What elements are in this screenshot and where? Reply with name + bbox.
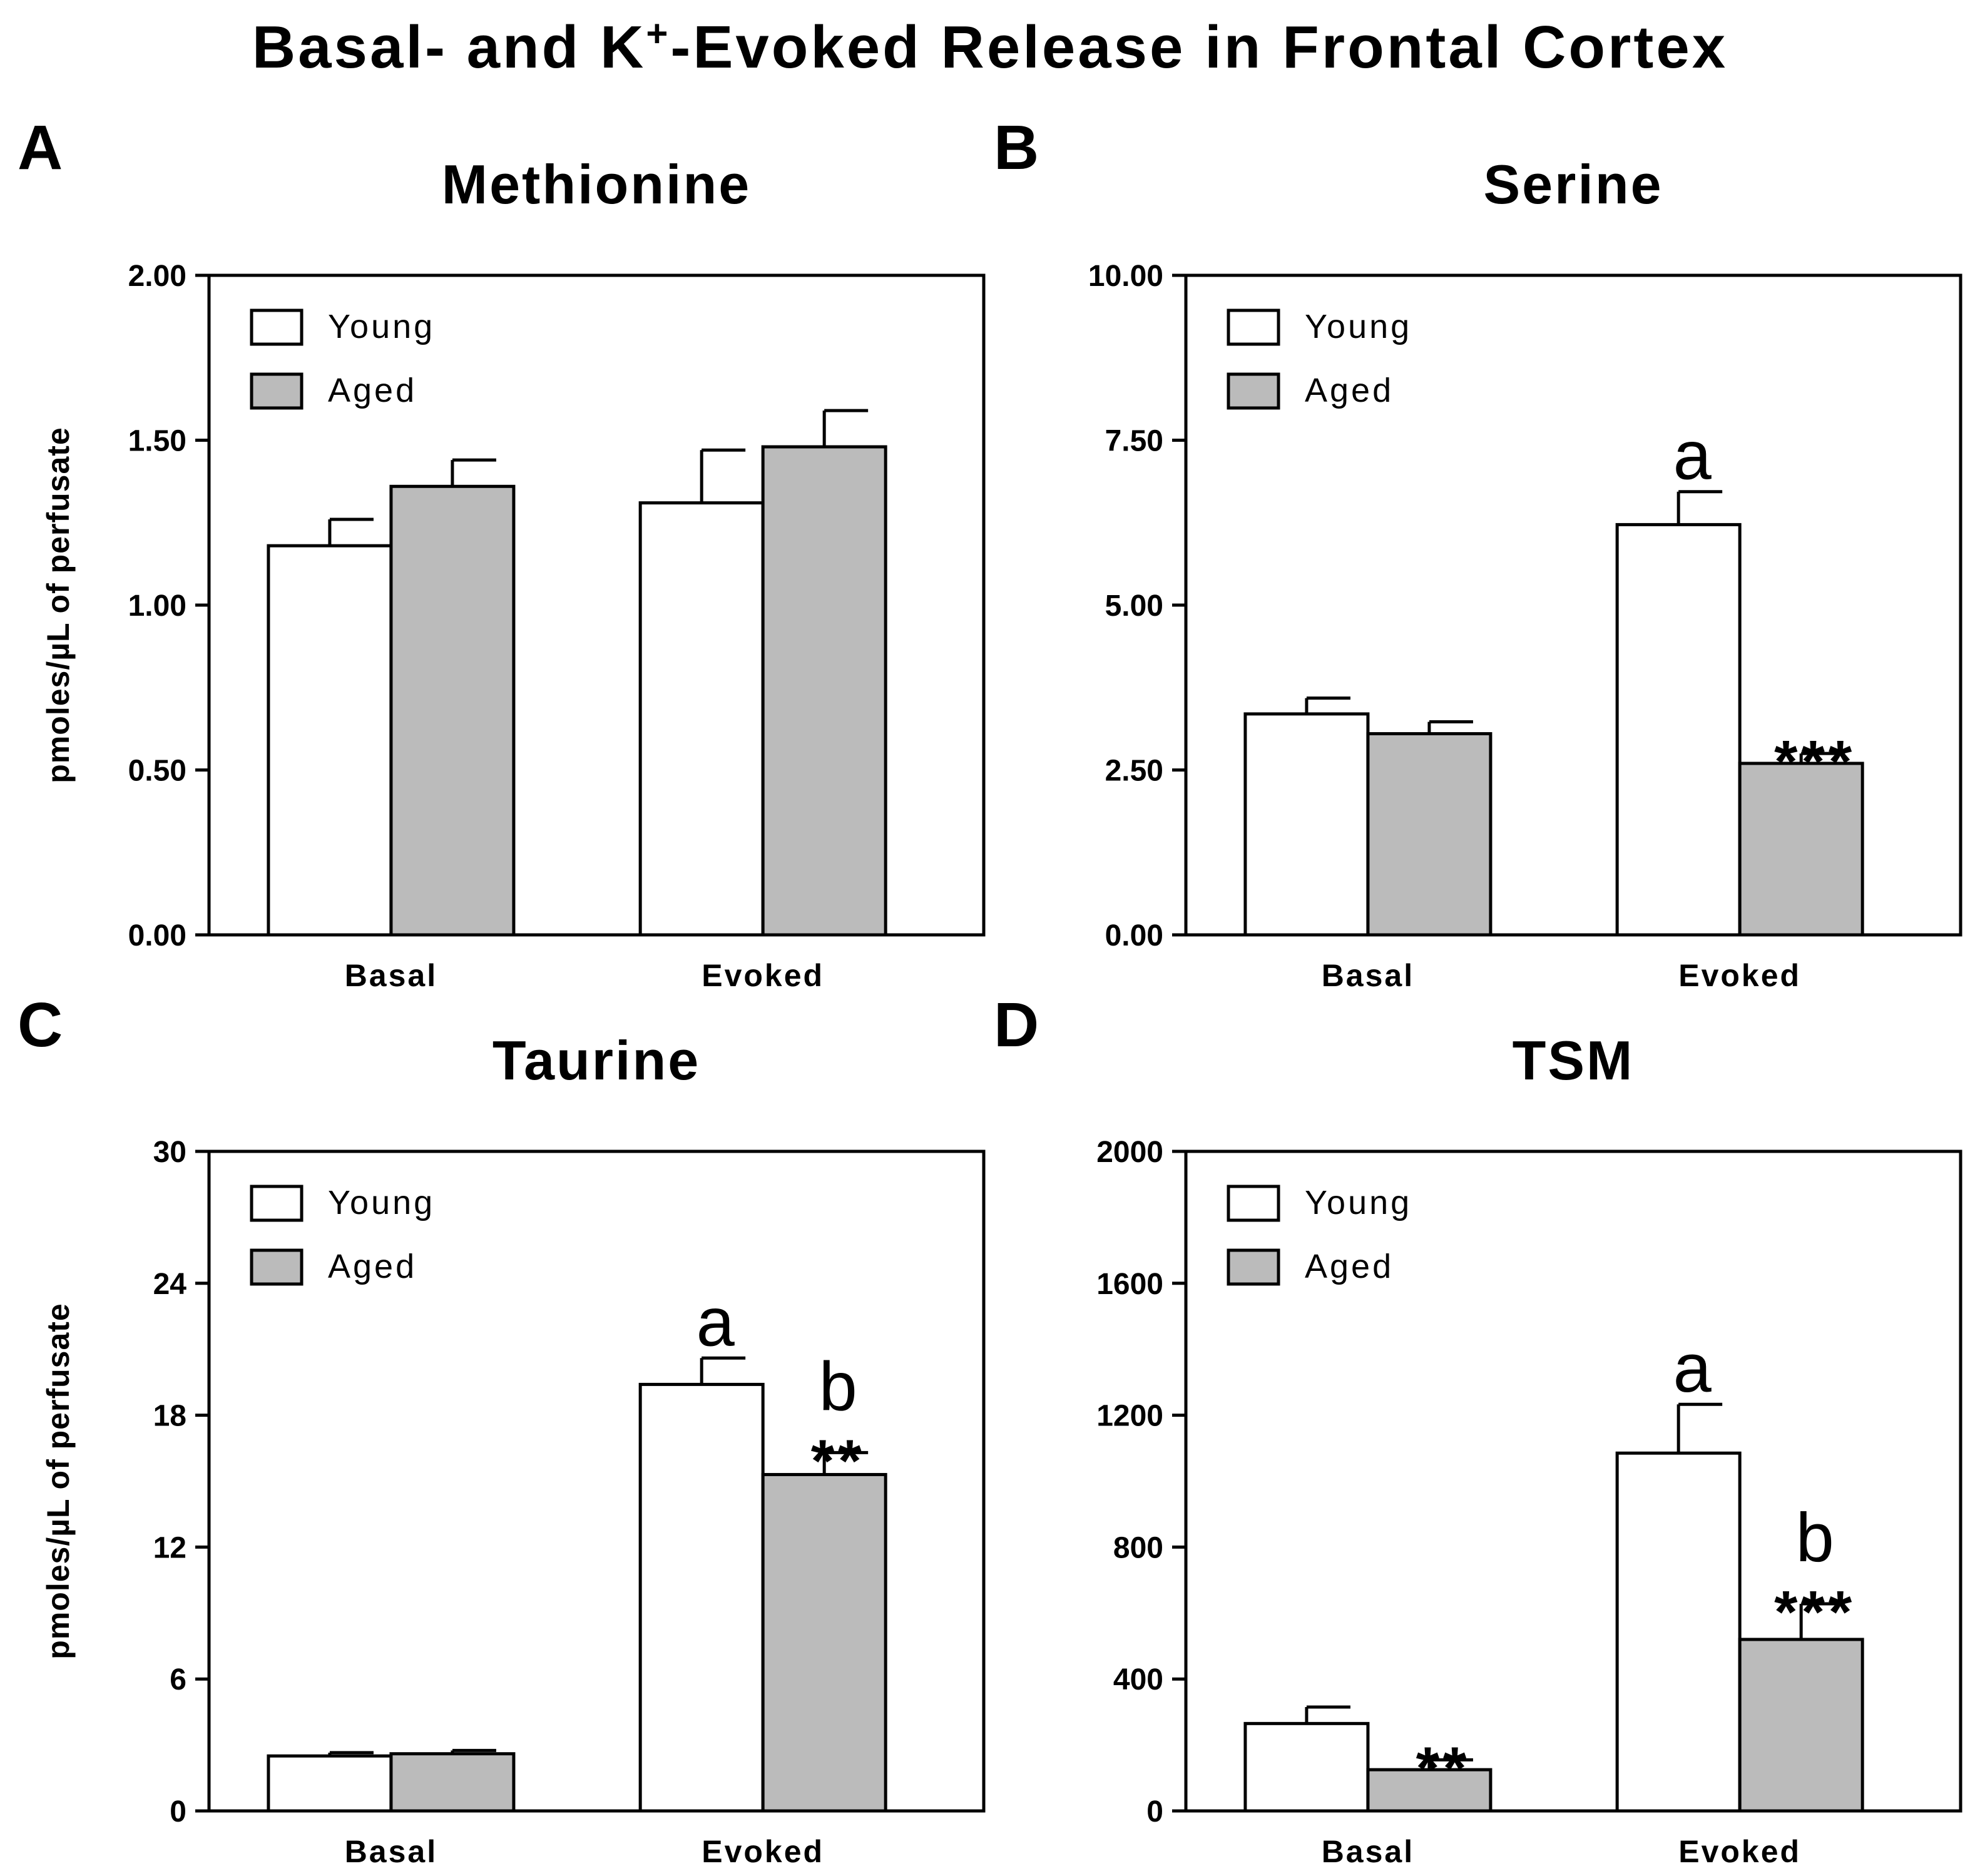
significance-stars: ** bbox=[1416, 1735, 1471, 1802]
bar-young-basal bbox=[267, 1754, 393, 1813]
figure-title-superscript: + bbox=[646, 13, 670, 54]
panel-title: TSM bbox=[1513, 1029, 1635, 1091]
plot-frame bbox=[1184, 273, 1962, 937]
bar-young-basal bbox=[267, 544, 393, 937]
y-tick-label: 1200 bbox=[1096, 1400, 1163, 1433]
x-category-label: Evoked bbox=[1678, 958, 1801, 993]
y-tick-label: 400 bbox=[1113, 1663, 1163, 1696]
significance-stars: ** bbox=[811, 1427, 865, 1494]
y-tick-label: 0.00 bbox=[1105, 919, 1163, 952]
legend-swatch-young bbox=[1227, 308, 1280, 346]
significance-letter: a bbox=[1673, 1330, 1712, 1407]
chart-panel-d: D TSM 0 400 800 1200 1600 2000 Basal** Evoked a ***… bbox=[994, 990, 1962, 1869]
y-tick-label: 0.00 bbox=[128, 919, 186, 952]
legend-label-young: Young bbox=[328, 308, 435, 345]
legend-label-aged: Aged bbox=[1305, 1248, 1394, 1285]
y-tick-label: 2.00 bbox=[128, 260, 186, 293]
y-axis-label: pmoles/µL of perfusate bbox=[41, 427, 76, 783]
panel-title: Methionine bbox=[442, 153, 751, 215]
bar-young-evoked bbox=[1615, 523, 1742, 937]
panel-title: Serine bbox=[1483, 153, 1663, 215]
y-tick-label: 0.50 bbox=[128, 755, 186, 788]
bar-young-basal bbox=[1243, 1721, 1370, 1813]
significance-stars: *** bbox=[1774, 728, 1855, 795]
panel-letter: A bbox=[18, 113, 63, 183]
y-tick-label: 12 bbox=[153, 1531, 186, 1564]
figure-title-rest: -Evoked Release in Frontal Cortex bbox=[670, 14, 1728, 81]
legend-swatch-aged bbox=[1227, 1248, 1280, 1286]
legend-label-young: Young bbox=[1305, 1184, 1412, 1221]
y-tick-label: 30 bbox=[153, 1136, 186, 1169]
figure-title: Basal- and K+-Evoked Release in Frontal … bbox=[252, 13, 1728, 81]
legend-label-aged: Aged bbox=[328, 1248, 417, 1285]
significance-letter: a bbox=[1673, 417, 1712, 494]
legend-swatch-young bbox=[1227, 1185, 1280, 1222]
x-category-label: Basal bbox=[1322, 958, 1414, 993]
y-tick-label: 1.00 bbox=[128, 589, 186, 623]
bar-aged-evoked bbox=[761, 1472, 887, 1813]
y-tick-label: 6 bbox=[170, 1663, 186, 1696]
significance-stars: *** bbox=[1774, 1579, 1855, 1646]
panel-title: Taurine bbox=[492, 1029, 700, 1091]
y-tick-label: 2.50 bbox=[1105, 755, 1163, 788]
panel-letter: D bbox=[994, 990, 1039, 1060]
legend-label-young: Young bbox=[328, 1184, 435, 1221]
y-tick-label: 24 bbox=[153, 1268, 187, 1301]
legend-label-young: Young bbox=[1305, 308, 1412, 345]
significance-letter: a bbox=[697, 1283, 735, 1360]
x-category-label: Evoked bbox=[1678, 1834, 1801, 1869]
plot-frame bbox=[207, 1150, 986, 1813]
x-category-label: Basal bbox=[345, 1834, 437, 1869]
x-category-label: Evoked bbox=[702, 958, 824, 993]
y-tick-label: 0 bbox=[1146, 1795, 1163, 1828]
bar-young-evoked bbox=[1615, 1451, 1742, 1813]
panel-letter: C bbox=[18, 990, 63, 1060]
legend-swatch-aged bbox=[250, 1248, 304, 1286]
y-tick-label: 10.00 bbox=[1088, 260, 1163, 293]
y-tick-label: 0 bbox=[170, 1795, 186, 1828]
bar-aged-evoked bbox=[1738, 1638, 1864, 1813]
legend-swatch-young bbox=[250, 308, 304, 346]
bar-aged-basal bbox=[1366, 732, 1493, 937]
y-tick-label: 2000 bbox=[1096, 1136, 1163, 1169]
x-category-label: Evoked bbox=[702, 1834, 824, 1869]
panels-group: A Methionine pmoles/µL of perfusate 0.00 0.5… bbox=[18, 113, 1962, 1869]
y-tick-label: 1.50 bbox=[128, 425, 186, 458]
chart-panel-b: B Serine 0.00 2.50 5.00 7.50 10.00 Basal Evoked a… bbox=[994, 113, 1962, 993]
bar-aged-evoked bbox=[761, 445, 887, 937]
significance-letter: b bbox=[819, 1348, 857, 1425]
plot-frame bbox=[1184, 1150, 1962, 1813]
bar-young-evoked bbox=[638, 1382, 765, 1813]
y-tick-label: 800 bbox=[1113, 1531, 1163, 1564]
y-axis-label: pmoles/µL of perfusate bbox=[41, 1303, 76, 1659]
y-tick-label: 1600 bbox=[1096, 1268, 1163, 1301]
x-category-label: Basal bbox=[1322, 1834, 1414, 1869]
chart-panel-a: A Methionine pmoles/µL of perfusate 0.00 0.5… bbox=[18, 113, 986, 993]
bar-young-basal bbox=[1243, 712, 1370, 937]
chart-panel-c: C Taurine pmoles/µL of perfusate 0 6 12 18 24 30… bbox=[18, 990, 986, 1869]
significance-letter: b bbox=[1796, 1499, 1834, 1576]
figure-title-main: Basal- and K bbox=[252, 14, 646, 81]
legend-swatch-young bbox=[250, 1185, 304, 1222]
legend-swatch-aged bbox=[250, 372, 304, 410]
x-category-label: Basal bbox=[345, 958, 437, 993]
panel-letter: B bbox=[994, 113, 1039, 183]
y-tick-label: 18 bbox=[153, 1400, 186, 1433]
legend-label-aged: Aged bbox=[328, 372, 417, 409]
legend-swatch-aged bbox=[1227, 372, 1280, 410]
bar-young-evoked bbox=[638, 501, 765, 937]
legend-label-aged: Aged bbox=[1305, 372, 1394, 409]
y-tick-label: 5.00 bbox=[1105, 589, 1163, 623]
y-tick-label: 7.50 bbox=[1105, 425, 1163, 458]
bar-aged-basal bbox=[389, 1752, 516, 1813]
plot-frame bbox=[207, 273, 986, 937]
bar-aged-basal bbox=[389, 484, 516, 937]
